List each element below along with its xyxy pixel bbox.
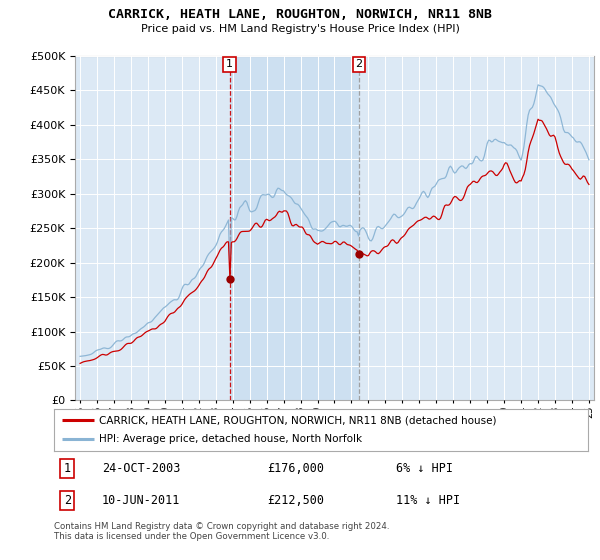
Text: 24-OCT-2003: 24-OCT-2003 <box>102 462 181 475</box>
Text: CARRICK, HEATH LANE, ROUGHTON, NORWICH, NR11 8NB: CARRICK, HEATH LANE, ROUGHTON, NORWICH, … <box>108 8 492 21</box>
Text: 11% ↓ HPI: 11% ↓ HPI <box>396 494 460 507</box>
Text: 2: 2 <box>355 59 362 69</box>
Text: 6% ↓ HPI: 6% ↓ HPI <box>396 462 453 475</box>
Bar <box>230 56 359 400</box>
Text: HPI: Average price, detached house, North Norfolk: HPI: Average price, detached house, Nort… <box>100 435 362 445</box>
Text: Contains HM Land Registry data © Crown copyright and database right 2024.
This d: Contains HM Land Registry data © Crown c… <box>54 522 389 542</box>
Text: Price paid vs. HM Land Registry's House Price Index (HPI): Price paid vs. HM Land Registry's House … <box>140 24 460 34</box>
Text: £176,000: £176,000 <box>268 462 325 475</box>
Text: 10-JUN-2011: 10-JUN-2011 <box>102 494 181 507</box>
Text: 1: 1 <box>64 462 71 475</box>
Text: CARRICK, HEATH LANE, ROUGHTON, NORWICH, NR11 8NB (detached house): CARRICK, HEATH LANE, ROUGHTON, NORWICH, … <box>100 415 497 425</box>
Text: £212,500: £212,500 <box>268 494 325 507</box>
Text: 1: 1 <box>226 59 233 69</box>
Text: 2: 2 <box>64 494 71 507</box>
